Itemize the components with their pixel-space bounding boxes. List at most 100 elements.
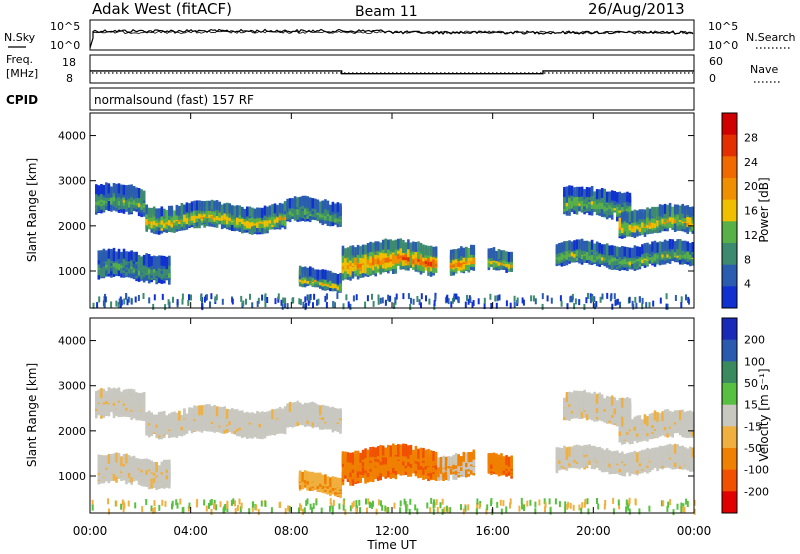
- range-gate-cell: [311, 198, 315, 209]
- range-gate-cell: [381, 445, 385, 456]
- ground-scatter-cell: [126, 299, 129, 306]
- range-gate-cell: [434, 451, 438, 462]
- ground-scatter-cell: [313, 293, 316, 300]
- ground-scatter-cell: [266, 297, 269, 303]
- range-gate-cell: [241, 207, 244, 218]
- range-gate-cell: [623, 210, 627, 221]
- range-gate-cell: [689, 213, 692, 224]
- range-gate-cell: [336, 202, 340, 213]
- range-gate-cell: [283, 406, 287, 417]
- range-gate-cell: [344, 451, 347, 462]
- range-gate-cell: [663, 203, 667, 214]
- range-gate-cell: [389, 463, 393, 474]
- range-gate-cell: [165, 256, 169, 267]
- ground-scatter-cell: [110, 301, 113, 308]
- range-gate-cell: [437, 457, 440, 468]
- range-gate-cell: [316, 199, 320, 210]
- range-gate-cell: [578, 445, 581, 456]
- ground-scatter-cell: [152, 303, 155, 310]
- range-gate-cell: [208, 404, 211, 415]
- range-gate-cell: [399, 462, 403, 473]
- ground-scatter-cell: [355, 294, 358, 301]
- ground-scatter-cell: [304, 296, 307, 303]
- range-gate-cell: [500, 250, 503, 261]
- ground-scatter-cell: [450, 301, 453, 308]
- station-title: Adak West (fitACF): [92, 0, 232, 18]
- range-gate-cell: [565, 255, 569, 266]
- range-gate-cell: [618, 217, 622, 228]
- ground-scatter-cell: [240, 295, 243, 302]
- ground-scatter-cell: [333, 302, 336, 309]
- range-gate-cell: [105, 182, 108, 193]
- ground-scatter-cell: [534, 298, 537, 305]
- range-gate-cell: [678, 419, 682, 429]
- range-gate-cell: [308, 402, 312, 413]
- range-gate-cell: [600, 394, 604, 405]
- range-gate-cell: [110, 186, 113, 197]
- range-gate-cell: [588, 187, 591, 198]
- range-gate-cell: [107, 387, 111, 398]
- range-gate-cell: [397, 249, 400, 259]
- ground-scatter-cell: [172, 296, 174, 303]
- range-gate-cell: [689, 242, 692, 253]
- range-gate-cell: [392, 240, 395, 251]
- range-gate-cell: [563, 445, 566, 456]
- range-gate-cell: [324, 412, 327, 422]
- power-plot: [92, 182, 695, 311]
- range-gate-cell: [117, 248, 121, 259]
- range-gate-cell: [394, 258, 398, 269]
- range-gate-cell: [389, 239, 393, 250]
- range-gate-cell: [314, 472, 317, 483]
- range-gate-cell: [563, 241, 566, 252]
- ground-scatter-cell: [433, 303, 436, 310]
- range-gate-cell: [346, 452, 350, 463]
- noise-right-tick-top: 10^5: [708, 20, 738, 33]
- ground-scatter-cell: [264, 301, 267, 308]
- ground-scatter-cell: [161, 293, 164, 300]
- ground-scatter-cell: [418, 299, 421, 306]
- range-gate-cell: [356, 252, 360, 263]
- ground-scatter-cell: [381, 297, 384, 304]
- range-gate-cell: [160, 422, 164, 433]
- ground-scatter-cell: [471, 301, 474, 308]
- range-gate-cell: [163, 255, 166, 266]
- range-gate-cell: [331, 476, 335, 487]
- range-gate-cell: [218, 201, 221, 212]
- range-gate-cell: [414, 445, 418, 456]
- range-gate-cell: [145, 253, 148, 264]
- ground-scatter-cell: [312, 302, 314, 309]
- range-gate-cell: [253, 413, 257, 424]
- range-gate-cell: [409, 242, 413, 253]
- range-gate-cell: [618, 397, 622, 408]
- range-gate-cell: [334, 476, 337, 487]
- ground-scatter-cell: [119, 301, 122, 308]
- ground-scatter-cell: [628, 296, 631, 303]
- ground-scatter-cell: [366, 295, 369, 302]
- range-gate-cell: [354, 247, 357, 258]
- range-gate-cell: [374, 447, 377, 458]
- range-gate-cell: [193, 405, 196, 416]
- range-gate-cell: [261, 207, 264, 218]
- ground-scatter-cell: [123, 298, 126, 305]
- range-gate-cell: [296, 400, 299, 411]
- ground-scatter-cell: [181, 298, 184, 305]
- range-gate-cell: [621, 416, 624, 427]
- ground-scatter-cell: [407, 293, 410, 300]
- range-gate-cell: [298, 402, 302, 413]
- range-gate-cell: [286, 403, 289, 414]
- ground-scatter-cell: [616, 298, 619, 305]
- beam-title: Beam 11: [355, 4, 418, 20]
- range-gate-cell: [454, 263, 458, 273]
- range-gate-cell: [127, 184, 131, 195]
- ground-scatter-cell: [578, 299, 581, 306]
- range-gate-cell: [198, 200, 201, 211]
- range-gate-cell: [414, 242, 418, 252]
- ground-scatter-cell: [420, 293, 423, 300]
- range-gate-cell: [213, 405, 216, 415]
- ground-scatter-cell: [489, 293, 492, 300]
- range-gate-cell: [142, 254, 146, 265]
- range-gate-cell: [293, 196, 297, 207]
- ground-scatter-cell: [274, 298, 277, 305]
- ground-scatter-cell: [446, 296, 448, 303]
- ground-scatter-cell: [641, 297, 644, 304]
